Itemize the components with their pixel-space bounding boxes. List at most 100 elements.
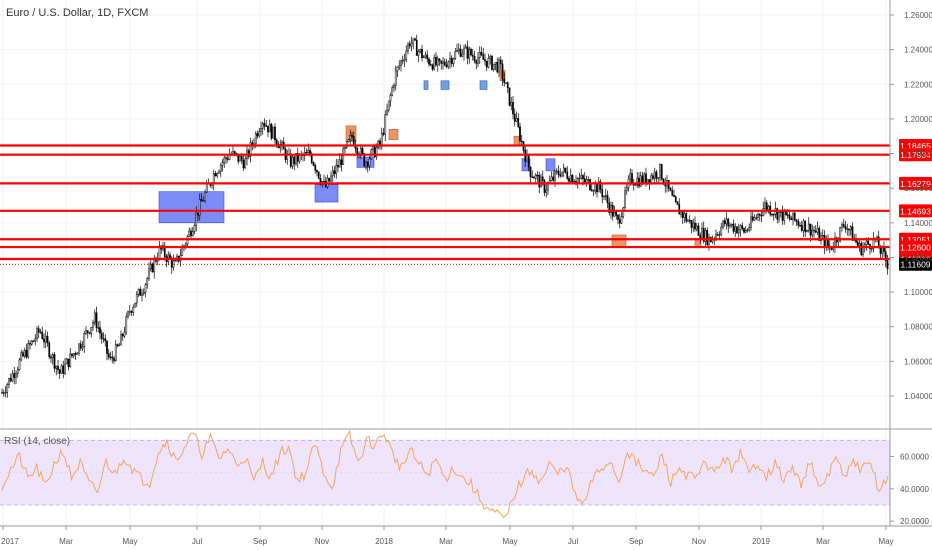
- candle-body: [120, 333, 122, 346]
- candle-body: [618, 219, 621, 224]
- candle-body: [55, 365, 58, 369]
- candle-body: [708, 236, 710, 245]
- candle-body: [244, 158, 247, 169]
- candle: [351, 131, 353, 142]
- candle: [456, 43, 458, 53]
- candle: [720, 222, 723, 237]
- candle: [459, 44, 462, 58]
- candle: [846, 223, 849, 236]
- candle: [1, 388, 3, 394]
- candle: [821, 229, 824, 239]
- candle-body: [291, 156, 294, 167]
- candle: [753, 214, 756, 221]
- candle: [760, 211, 763, 223]
- candle: [704, 227, 707, 248]
- candle-body: [704, 230, 707, 242]
- candle-body: [484, 59, 486, 62]
- candle-body: [615, 212, 618, 216]
- candle-body: [753, 217, 756, 221]
- candle-body: [421, 49, 423, 58]
- candle-body: [316, 170, 318, 173]
- candle: [741, 222, 744, 231]
- candle-body: [41, 331, 44, 339]
- candle-body: [872, 237, 875, 249]
- candle: [163, 242, 166, 261]
- candle: [722, 219, 724, 230]
- candle: [508, 87, 511, 107]
- candle-body: [844, 226, 847, 230]
- candle-body: [414, 38, 416, 41]
- candle-body: [403, 58, 406, 61]
- candle: [72, 352, 75, 359]
- candle: [618, 213, 621, 229]
- candle: [464, 43, 467, 49]
- candle-body: [195, 212, 198, 226]
- candle-body: [265, 125, 268, 127]
- candle-body: [510, 101, 513, 106]
- candle: [99, 320, 101, 340]
- candle: [34, 334, 37, 346]
- candle-body: [884, 251, 887, 262]
- candle-body: [685, 213, 688, 222]
- candle: [695, 223, 698, 232]
- candle: [496, 57, 499, 74]
- candle: [60, 363, 63, 374]
- candle-body: [498, 59, 500, 73]
- candle: [580, 168, 583, 180]
- candlestick-series: [1, 34, 889, 398]
- candle-body: [410, 42, 413, 47]
- candle: [393, 83, 395, 92]
- candle-body: [690, 219, 693, 228]
- candle-body: [881, 247, 884, 254]
- candle-body: [216, 172, 219, 177]
- candle: [106, 340, 108, 361]
- candle: [403, 53, 406, 68]
- candle: [86, 330, 89, 339]
- candle-body: [426, 54, 429, 60]
- candle-body: [613, 212, 616, 217]
- candle: [849, 224, 852, 236]
- candle: [625, 183, 628, 195]
- candle: [401, 55, 404, 65]
- candle-body: [44, 335, 47, 343]
- candle-body: [20, 352, 23, 361]
- candle: [860, 241, 863, 256]
- candle-body: [470, 48, 472, 56]
- time-tick-label: May: [122, 537, 137, 546]
- candle: [55, 365, 58, 376]
- candle: [589, 178, 591, 191]
- candle-body: [289, 153, 292, 167]
- candle: [100, 329, 103, 344]
- candle: [706, 227, 709, 247]
- level-badge-label: 1.17934: [900, 150, 931, 160]
- candle: [293, 154, 296, 171]
- candle: [758, 213, 761, 222]
- candle: [772, 213, 775, 221]
- candle-body: [107, 353, 110, 358]
- candle-body: [356, 148, 359, 154]
- candle-body: [398, 65, 401, 68]
- candle: [190, 227, 192, 239]
- candle: [263, 118, 266, 131]
- candle-body: [137, 288, 140, 295]
- candle: [144, 282, 147, 298]
- candle-body: [529, 166, 532, 178]
- candle-body: [489, 56, 492, 59]
- candle-body: [562, 167, 565, 173]
- candle-body: [554, 170, 556, 181]
- candle: [387, 100, 390, 113]
- candle: [296, 147, 299, 169]
- candle: [272, 126, 275, 139]
- candle: [25, 343, 28, 359]
- candle-body: [51, 354, 54, 359]
- candle-body: [610, 204, 612, 213]
- level-badge-label: 1.12600: [900, 243, 931, 253]
- candle-body: [506, 82, 509, 88]
- candle: [729, 222, 731, 229]
- candle: [9, 373, 12, 383]
- candle: [109, 351, 112, 361]
- candle-body: [790, 218, 793, 220]
